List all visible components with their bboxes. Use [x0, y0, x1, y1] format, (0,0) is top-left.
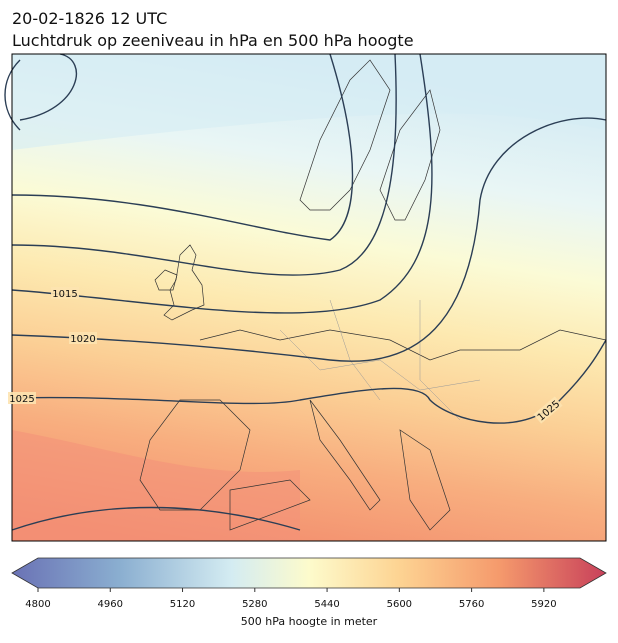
colorbar-tick-label: 5440 — [314, 599, 339, 610]
colorbar-tick-label: 5600 — [387, 599, 412, 610]
isobars — [4, 53, 607, 531]
date-title: 20-02-1826 12 UTC — [12, 9, 167, 28]
map-title: Luchtdruk op zeeniveau in hPa en 500 hPa… — [12, 31, 414, 50]
map-frame — [11, 53, 607, 542]
map — [4, 53, 607, 542]
colorbar-tick-label: 5920 — [531, 599, 556, 610]
isobar-label-bg — [533, 396, 563, 424]
isobar-label: 1025 — [9, 394, 34, 405]
isobar-label-bg — [69, 332, 97, 344]
isobar-label-bg — [8, 392, 36, 404]
colorbar-tick-label: 4960 — [98, 599, 123, 610]
colorbar-tick-label: 5280 — [242, 599, 267, 610]
colorbar-tick-label: 5120 — [170, 599, 195, 610]
isobar-label: 1015 — [52, 289, 77, 300]
colorbar-bar — [11, 557, 607, 589]
colorbar-label: 500 hPa hoogte in meter — [241, 615, 378, 628]
isobar-label-bg — [51, 287, 79, 299]
colorbar-tick-label: 4800 — [25, 599, 50, 610]
isobar-label: 1020 — [70, 334, 95, 345]
colorbar — [11, 557, 607, 589]
cold-area — [12, 54, 606, 150]
colorbar-tick-label: 5760 — [459, 599, 484, 610]
